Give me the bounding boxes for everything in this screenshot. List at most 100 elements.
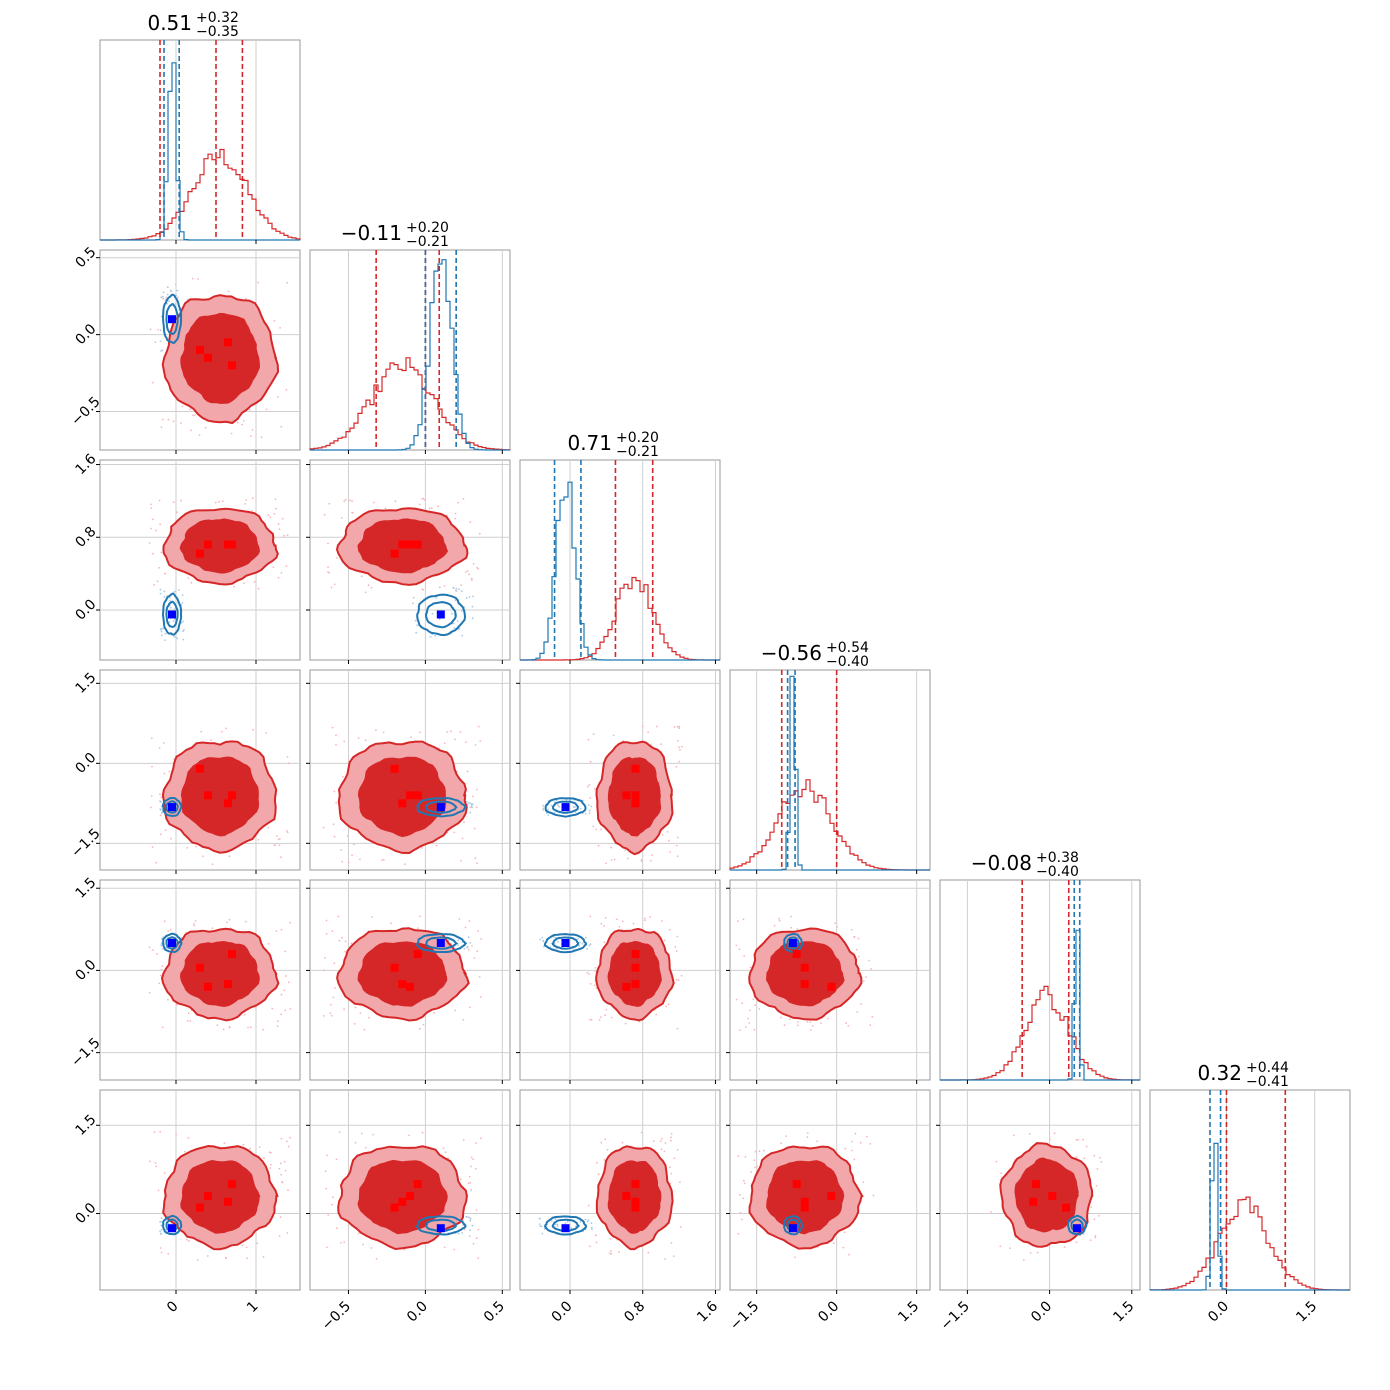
scatter-point-red <box>245 499 248 501</box>
scatter-point-red <box>170 837 173 840</box>
scatter-point-red <box>855 948 858 951</box>
marker-blue <box>436 1224 445 1233</box>
scatter-point-red <box>280 1137 283 1140</box>
scatter-point-red <box>475 806 478 809</box>
scatter-point-red <box>186 1019 189 1022</box>
scatter-point-red <box>154 341 157 344</box>
scatter-point-red <box>594 1234 597 1237</box>
scatter-point-blue <box>588 944 591 947</box>
scatter-point-red <box>193 924 196 927</box>
scatter-point-red <box>334 987 336 989</box>
scatter-point-red <box>675 978 678 981</box>
scatter-point-red <box>660 1148 663 1151</box>
scatter-point-blue <box>539 938 542 941</box>
scatter-point-red <box>159 523 162 526</box>
scatter-point-red <box>847 1025 850 1027</box>
scatter-point-red <box>422 497 425 500</box>
scatter-point-red <box>351 511 353 514</box>
scatter-point-red <box>357 1232 360 1235</box>
scatter-point-blue <box>174 303 177 305</box>
scatter-point-red <box>277 523 280 525</box>
scatter-point-blue <box>538 1223 541 1225</box>
contour-red-inner <box>180 312 261 404</box>
scatter-point-red <box>360 575 363 578</box>
scatter-point-blue <box>1082 1233 1085 1235</box>
scatter-point-blue <box>181 602 184 604</box>
scatter-point-red <box>624 1022 627 1025</box>
scatter-point-red <box>273 320 276 322</box>
scatter-point-blue <box>415 631 418 634</box>
scatter-point-red <box>175 1004 178 1006</box>
scatter-point-red <box>857 937 860 940</box>
scatter-point-red <box>609 1238 612 1240</box>
scatter-point-red <box>869 1143 872 1145</box>
scatter-point-red <box>148 991 151 994</box>
scatter-point-blue <box>586 947 589 950</box>
scatter-point-red <box>354 1006 357 1009</box>
scatter-point-red <box>748 1022 751 1024</box>
scatter-point-blue <box>578 945 580 947</box>
scatter-point-blue <box>553 811 556 814</box>
scatter-point-red <box>285 975 287 977</box>
scatter-point-red <box>475 1142 477 1144</box>
scatter-point-red <box>750 1171 753 1173</box>
scatter-point-blue <box>465 597 468 599</box>
scatter-point-blue <box>159 329 162 332</box>
scatter-point-red <box>477 725 480 728</box>
x-tick-text: 0 <box>164 1298 182 1316</box>
scatter-point-red <box>271 1007 274 1010</box>
scatter-point-red <box>325 919 328 922</box>
scatter-point-red <box>375 1257 378 1260</box>
scatter-point-red <box>595 1241 598 1244</box>
scatter-point-red <box>744 1026 747 1028</box>
scatter-point-red <box>676 836 679 839</box>
scatter-point-red <box>669 1166 671 1169</box>
contour-blue-outer <box>416 593 467 637</box>
scatter-point-red <box>245 1246 248 1249</box>
scatter-point-blue <box>591 1228 593 1230</box>
scatter-point-red <box>853 1158 856 1161</box>
marker-blue <box>1073 1224 1081 1233</box>
scatter-point-red <box>449 730 452 733</box>
panel-title-median: 0.51 <box>147 11 192 35</box>
scatter-point-red <box>150 503 152 506</box>
marker-red <box>228 950 236 958</box>
scatter-point-blue <box>168 621 171 623</box>
scatter-point-red <box>164 829 167 832</box>
scatter-point-red <box>161 965 164 967</box>
marker-blue <box>561 939 570 947</box>
contour-blue-inner <box>165 800 179 814</box>
scatter-point-red <box>673 1157 676 1160</box>
scatter-point-red <box>340 849 343 851</box>
scatter-point-red <box>279 327 281 329</box>
scatter-point-blue <box>431 612 434 615</box>
scatter-point-red <box>647 1251 650 1254</box>
scatter-point-red <box>778 919 781 922</box>
scatter-point-blue <box>557 804 559 807</box>
scatter-point-red <box>253 581 256 583</box>
contour-red-inner <box>607 1160 662 1234</box>
marker-red <box>631 1203 640 1212</box>
scatter-point-blue <box>472 595 474 598</box>
scatter-point-red <box>152 518 154 521</box>
scatter-point-blue <box>175 636 177 639</box>
marker-red <box>224 980 232 989</box>
scatter-point-red <box>474 1167 477 1170</box>
scatter-point-red <box>626 857 629 860</box>
scatter-point-blue <box>174 618 176 620</box>
scatter-point-red <box>475 1209 478 1211</box>
scatter-point-red <box>337 915 340 918</box>
scatter-point-red <box>470 1188 473 1191</box>
scatter-point-red <box>176 296 179 299</box>
scatter-point-blue <box>451 612 453 615</box>
scatter-point-red <box>670 1136 672 1139</box>
panel-5-0: 0 1 0.0 1.5 <box>72 1089 301 1316</box>
scatter-point-red <box>604 917 607 919</box>
scatter-point-red <box>462 1139 465 1142</box>
scatter-point-red <box>670 1133 673 1135</box>
marker-red <box>196 549 204 558</box>
scatter-point-red <box>335 802 338 804</box>
scatter-point-red <box>1090 1206 1093 1208</box>
scatter-point-red <box>754 1150 757 1153</box>
scatter-point-red <box>410 736 412 739</box>
